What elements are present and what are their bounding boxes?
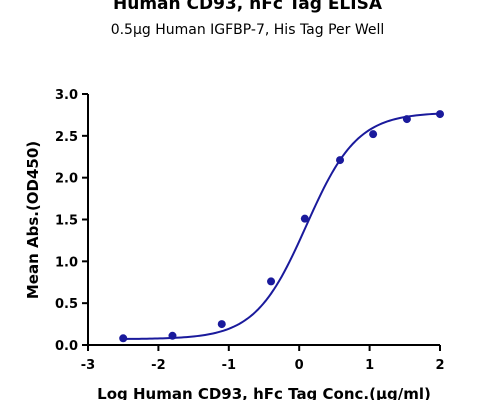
y-tick-label: 0.0: [55, 339, 78, 354]
data-point: [436, 110, 444, 119]
data-point: [217, 320, 226, 329]
data-point: [402, 115, 411, 124]
y-axis-label: Mean Abs.(OD450): [24, 141, 42, 299]
x-tick-label: -3: [81, 358, 95, 373]
x-tick-label: 1: [365, 358, 374, 373]
data-point: [300, 214, 309, 223]
chart-title: Human CD93, hFc Tag ELISA: [112, 0, 382, 14]
x-tick-label: -1: [222, 358, 236, 373]
data-point: [369, 130, 378, 139]
x-tick-label: 0: [295, 358, 304, 373]
y-tick-label: 1.5: [55, 214, 78, 229]
x-ticks: -3 -2 -1 0 1 2: [81, 345, 445, 373]
y-ticks: 0.0 0.5 1.0 1.5 2.0 2.5 3.0: [55, 88, 88, 354]
x-tick-label: 2: [435, 358, 444, 373]
y-tick-label: 1.0: [55, 255, 78, 270]
x-axis-label: Log Human CD93, hFc Tag Conc.(µg/ml): [97, 385, 431, 400]
data-point: [168, 331, 177, 340]
chart-subtitle: 0.5µg Human IGFBP-7, His Tag Per Well: [110, 22, 385, 38]
fit-curve: [123, 112, 441, 340]
data-point: [119, 334, 128, 343]
y-tick-label: 0.5: [55, 297, 78, 312]
y-tick-label: 2.0: [55, 172, 78, 187]
x-tick-label: -2: [151, 358, 165, 373]
data-points: [119, 110, 444, 343]
data-point: [267, 277, 276, 286]
y-tick-label: 3.0: [55, 88, 78, 103]
y-tick-label: 2.5: [55, 130, 78, 145]
data-point: [336, 156, 345, 165]
